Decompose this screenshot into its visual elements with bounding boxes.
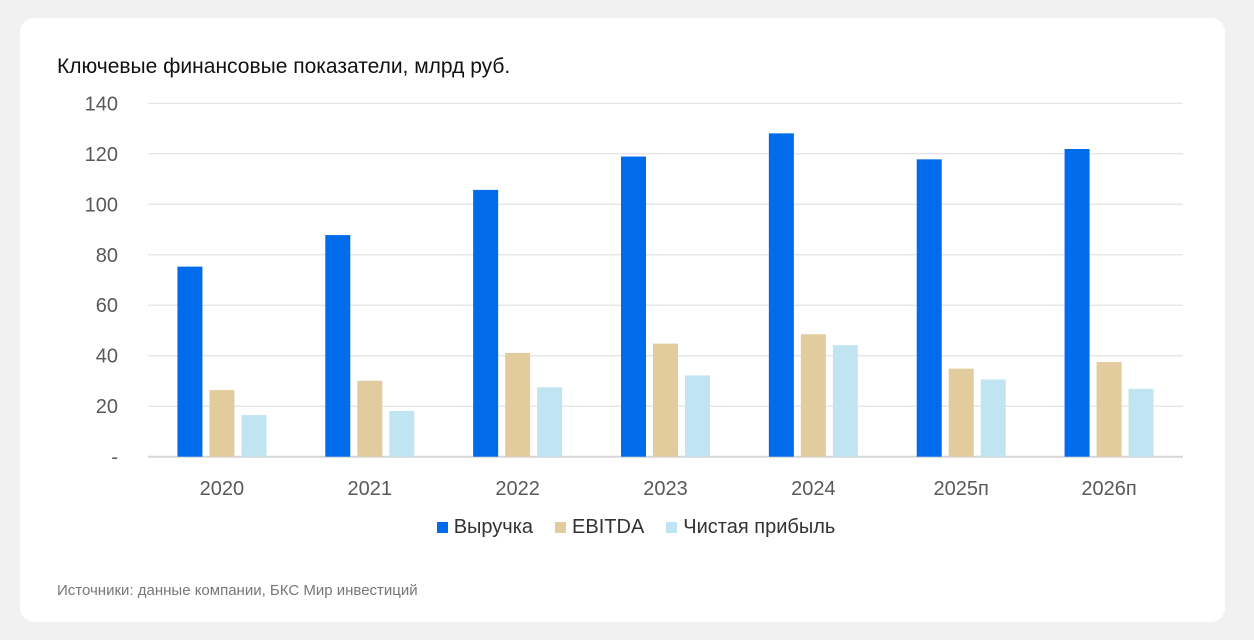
y-tick-label: 80 (96, 245, 118, 267)
y-tick-label: - (111, 447, 118, 469)
bar-ebitda (1096, 362, 1122, 457)
bar-revenue (177, 266, 203, 457)
x-tick-label: 2024 (791, 478, 836, 500)
bar-revenue (916, 159, 942, 457)
chart-title: Ключевые финансовые показатели, млрд руб… (57, 55, 511, 78)
source-note: Источники: данные компании, БКС Мир инве… (57, 582, 418, 599)
legend-swatch (666, 522, 678, 533)
bar-revenue (768, 133, 794, 457)
legend-item-ebitda: EBITDA (555, 516, 644, 539)
x-tick-label: 2021 (348, 478, 393, 500)
bar-net-profit (980, 379, 1006, 457)
bar-ebitda (800, 334, 826, 457)
legend-swatch (436, 522, 448, 533)
legend-item-net-profit: Чистая прибыль (666, 516, 835, 539)
y-tick-label: 60 (96, 295, 118, 317)
bar-net-profit (241, 415, 267, 457)
bar-revenue (473, 189, 499, 457)
bar-net-profit (389, 411, 415, 457)
x-tick-label: 2022 (495, 478, 540, 500)
bar-net-profit (537, 387, 563, 457)
y-tick-label: 20 (96, 396, 118, 418)
legend-label: Выручка (453, 516, 534, 538)
legend-item-revenue: Выручка (436, 516, 534, 539)
bar-ebitda (209, 390, 235, 457)
legend-label: Чистая прибыль (683, 516, 836, 538)
x-tick-label: 2026п (1081, 478, 1136, 500)
bar-revenue (325, 235, 351, 457)
legend-swatch (555, 522, 567, 533)
y-tick-label: 100 (85, 194, 118, 216)
x-tick-label: 2025п (934, 478, 989, 500)
legend-label: EBITDA (572, 516, 645, 538)
bar-revenue (621, 156, 646, 457)
bar-revenue (1064, 148, 1090, 457)
y-tick-label: 140 (85, 93, 118, 115)
bar-net-profit (832, 345, 858, 457)
x-tick-label: 2020 (200, 478, 245, 500)
legend: Выручка EBITDA Чистая прибыль (0, 516, 1254, 539)
y-tick-label: 120 (85, 144, 118, 166)
x-tick-label: 2023 (643, 478, 688, 500)
y-tick-label: 40 (96, 346, 118, 368)
bar-ebitda (505, 352, 531, 457)
bar-net-profit (1128, 388, 1154, 457)
bar-net-profit (685, 375, 710, 457)
bar-ebitda (948, 368, 974, 457)
bar-ebitda (357, 380, 383, 457)
bar-ebitda (653, 343, 678, 457)
